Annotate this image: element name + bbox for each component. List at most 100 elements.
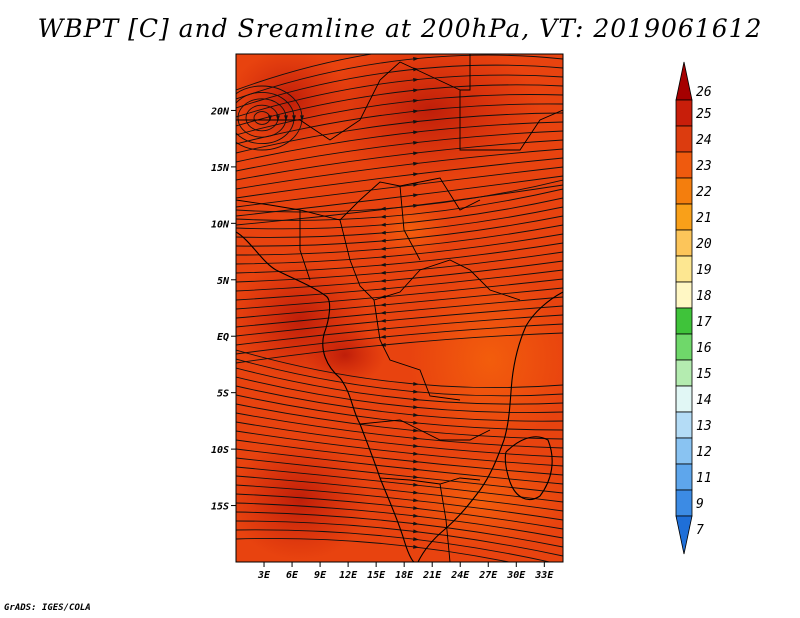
flow-arrow	[379, 326, 386, 331]
border-sahel	[236, 177, 481, 221]
flow-arrow	[413, 151, 420, 156]
streamline	[236, 457, 563, 494]
border-sahara	[236, 61, 563, 151]
streamline	[236, 314, 563, 346]
y-tick-label: 5S	[217, 389, 229, 400]
streamline	[236, 430, 563, 467]
streamline	[236, 197, 563, 230]
flow-arrow	[413, 413, 420, 417]
streamline	[236, 215, 563, 247]
flow-arrow	[413, 57, 420, 61]
y-tick-label: 5N	[217, 276, 230, 287]
country-borders	[236, 54, 563, 562]
x-tick-label: 30E	[506, 570, 526, 581]
colorbar-label: 14	[696, 393, 712, 408]
madagascar	[504, 436, 553, 500]
streamline	[236, 421, 563, 458]
colorbar-label: 12	[696, 445, 712, 460]
streamline	[236, 439, 563, 476]
streamline	[236, 537, 512, 562]
flow-arrow	[268, 115, 272, 122]
colorbar-swatch	[675, 125, 693, 153]
flow-arrow	[379, 270, 386, 275]
streamline	[236, 403, 563, 440]
flow-arrow	[413, 381, 420, 386]
streamline	[236, 103, 563, 145]
y-tick-label: EQ	[217, 332, 229, 343]
streamline	[236, 305, 563, 337]
flow-arrow	[413, 513, 420, 518]
colorbar-swatch	[675, 307, 693, 335]
flow-arrow	[413, 109, 420, 114]
streamline	[236, 287, 563, 319]
east-coast	[417, 291, 563, 562]
streamline	[236, 529, 552, 562]
streamline	[236, 367, 563, 405]
streamline	[236, 251, 563, 283]
streamline	[236, 206, 563, 238]
x-tick-label: 33E	[534, 570, 554, 581]
dark-zone-congo	[305, 325, 385, 385]
streamline	[236, 412, 563, 449]
flow-arrow	[300, 115, 304, 122]
colorbar-label: 22	[696, 185, 712, 200]
flow-arrow	[379, 310, 386, 315]
grads-credit: GrADS: IGES/COLA	[4, 603, 91, 613]
flow-arrow	[413, 521, 420, 526]
x-tick-label: 21E	[422, 570, 442, 581]
streamline	[236, 358, 563, 397]
colorbar-swatch	[675, 515, 693, 555]
y-tick-label: 10S	[211, 445, 229, 456]
colorbar-swatch	[675, 203, 693, 231]
flow-arrow	[413, 130, 420, 135]
colorbar-swatch	[675, 255, 693, 283]
flow-arrow	[379, 246, 386, 251]
streamline	[236, 112, 563, 154]
colorbar-label: 25	[696, 107, 712, 122]
colorbar-swatch	[675, 359, 693, 387]
flow-arrow	[413, 420, 420, 425]
streamline	[236, 54, 375, 91]
colorbar-swatch	[675, 229, 693, 257]
y-tick-label: 15S	[211, 502, 229, 513]
flow-arrow	[379, 254, 386, 259]
flow-arrow	[379, 262, 386, 267]
axis-ticks	[231, 109, 545, 567]
streamline	[236, 157, 563, 199]
flow-arrow	[413, 529, 420, 534]
x-tick-label: 15E	[367, 570, 386, 581]
streamline	[236, 130, 563, 172]
colorbar-swatch	[675, 61, 693, 101]
flow-arrow	[413, 490, 420, 495]
colorbar-swatch	[675, 385, 693, 413]
flow-arrow	[413, 98, 420, 103]
streamline	[236, 224, 563, 256]
colorbar-swatch	[675, 281, 693, 309]
colorbar-swatch	[675, 177, 693, 205]
y-tick-label: 15N	[211, 163, 230, 174]
flow-arrow	[413, 397, 420, 402]
flow-arrow	[413, 506, 420, 510]
colorbar-swatch	[675, 437, 693, 465]
colorbar-label: 16	[696, 341, 712, 356]
colorbar: 26 25 24 23 22 21 20 19 18 17 16 15 14 13 12 11 9 7	[675, 61, 712, 555]
flow-arrow	[413, 428, 420, 433]
border-angola-zambia	[359, 419, 491, 441]
streamline	[236, 121, 563, 163]
flow-arrow	[379, 222, 386, 227]
streamline	[236, 94, 563, 136]
streamline	[236, 493, 563, 530]
streamline	[236, 84, 563, 127]
colorbar-label: 7	[696, 523, 704, 538]
streamline	[236, 448, 563, 485]
flow-arrow	[413, 88, 420, 93]
flow-arrow	[379, 206, 386, 211]
flow-arrow	[379, 214, 386, 219]
streamline	[236, 376, 563, 414]
flow-arrow	[379, 302, 386, 307]
streamline	[236, 511, 563, 548]
flow-arrow	[413, 544, 420, 549]
dark-zone-southwest	[236, 440, 370, 560]
border-south-africa	[439, 483, 451, 562]
